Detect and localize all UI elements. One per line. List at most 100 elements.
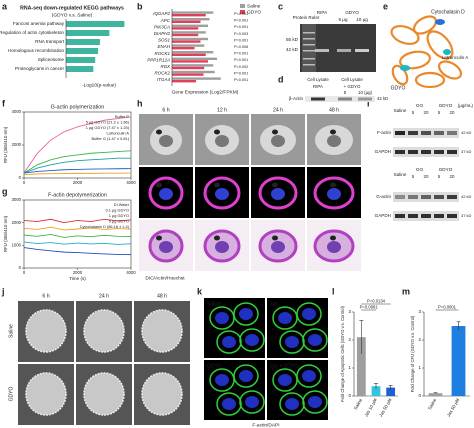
blot-band	[358, 97, 372, 101]
blot-band	[421, 150, 431, 154]
dose-label: 5	[412, 174, 415, 179]
blot-band	[311, 97, 325, 101]
lane-label: 10 (μg)	[358, 90, 373, 95]
nucleus	[285, 336, 299, 348]
bar	[172, 66, 205, 70]
cell	[258, 176, 298, 210]
nucleus	[302, 308, 316, 320]
group-label: Saline	[394, 172, 407, 177]
column-label: 6 h	[42, 293, 49, 299]
particle	[272, 235, 278, 241]
bar	[386, 387, 396, 396]
stain-label: F-actin/DAPI	[252, 422, 279, 428]
image-label: GDYO	[207, 363, 222, 369]
y-tick-label: 3	[419, 309, 422, 314]
nucleus	[239, 308, 253, 320]
cell	[302, 328, 328, 352]
gel-band	[337, 49, 351, 52]
panel-label: c	[278, 1, 283, 11]
column-label: 6 h	[162, 107, 169, 113]
dose-label: 5	[438, 174, 441, 179]
gel-ruler-lane	[302, 24, 316, 72]
bar	[371, 386, 381, 396]
cell	[239, 328, 265, 352]
blot-band	[421, 214, 431, 218]
cell	[302, 390, 328, 414]
ruler-band	[303, 38, 315, 40]
cell	[216, 392, 242, 416]
band-label: GAPDH	[375, 149, 391, 154]
p-value-label: P<0.001	[234, 25, 248, 29]
dose-label: 20	[450, 110, 455, 115]
ligand	[400, 65, 410, 71]
size-label: 42 kD	[461, 130, 472, 135]
bar	[172, 20, 201, 23]
bar	[172, 80, 196, 83]
lane-label: Protein Ruler	[293, 15, 320, 20]
x-tick-label: 0	[23, 270, 26, 275]
cell	[141, 309, 183, 353]
legend-label: DI Water	[114, 202, 130, 207]
nucleus	[285, 398, 299, 410]
legend-label: Latrunculin A	[107, 131, 130, 136]
gel-band	[315, 49, 329, 52]
bar	[66, 39, 100, 45]
gene-label: ROCK1	[154, 51, 170, 56]
dose-label: 5	[438, 110, 441, 115]
nucleus	[159, 188, 173, 200]
x-tick-label: 4000	[126, 180, 136, 185]
group-label: GDYO	[439, 167, 453, 172]
particle	[156, 182, 162, 188]
category-label: Saline	[427, 397, 438, 411]
gene-label: RDX	[160, 64, 170, 69]
y-tick-label: 2	[419, 337, 422, 342]
panel-label: i	[367, 98, 370, 108]
group-label: GO	[416, 103, 424, 108]
x-tick-label: 4000	[126, 270, 136, 275]
row-label: Saline	[8, 324, 14, 338]
blot-band	[434, 195, 444, 199]
protein-helix	[412, 15, 438, 35]
bar	[172, 51, 214, 54]
blot-band	[408, 195, 418, 199]
particle	[156, 129, 162, 135]
cell	[141, 372, 183, 416]
cell	[239, 390, 265, 414]
category-label: Saline	[353, 397, 364, 411]
y-tick-label: 2000	[12, 142, 22, 147]
blot-band	[395, 214, 405, 218]
gene-label: ENAH	[157, 44, 170, 49]
panel-label: j	[1, 286, 5, 296]
nucleus	[308, 334, 322, 346]
marker-label: 55 kD	[286, 37, 299, 42]
cell	[216, 330, 242, 354]
structure-label: Cytochalasin D	[431, 9, 465, 15]
fluorescence-image	[204, 298, 265, 358]
size-label: 42 kD	[377, 96, 388, 101]
y-tick-label: 0	[19, 175, 22, 180]
p-value-label: P<0.001	[234, 58, 248, 62]
nucleus	[239, 370, 253, 382]
size-label: 37 kD	[461, 213, 472, 218]
panel-label: k	[197, 286, 203, 296]
chart-title: G-actin polymerization	[51, 104, 105, 110]
cell	[83, 309, 125, 353]
y-tick-label: 2000	[12, 220, 22, 225]
blot-band	[447, 150, 457, 154]
x-axis-label: -Log10(p-value)	[82, 82, 116, 88]
bar	[172, 33, 199, 37]
protein-helix	[414, 71, 446, 89]
fluorescence-image	[267, 298, 328, 358]
size-label: 42 kD	[461, 194, 472, 199]
lane-label: 5	[344, 90, 347, 95]
column-label: 24 h	[273, 107, 283, 113]
band-label: F-actin	[377, 130, 391, 135]
band-label: β-Actin	[289, 96, 304, 101]
chart-title: RNA-seq down-regulated KEGG pathways	[20, 5, 124, 11]
column-label: 48 h	[329, 107, 339, 113]
data-line	[23, 172, 132, 176]
category-label: Spliceosome	[38, 57, 65, 62]
y-tick-label: 1	[419, 365, 422, 370]
data-line	[23, 247, 132, 256]
